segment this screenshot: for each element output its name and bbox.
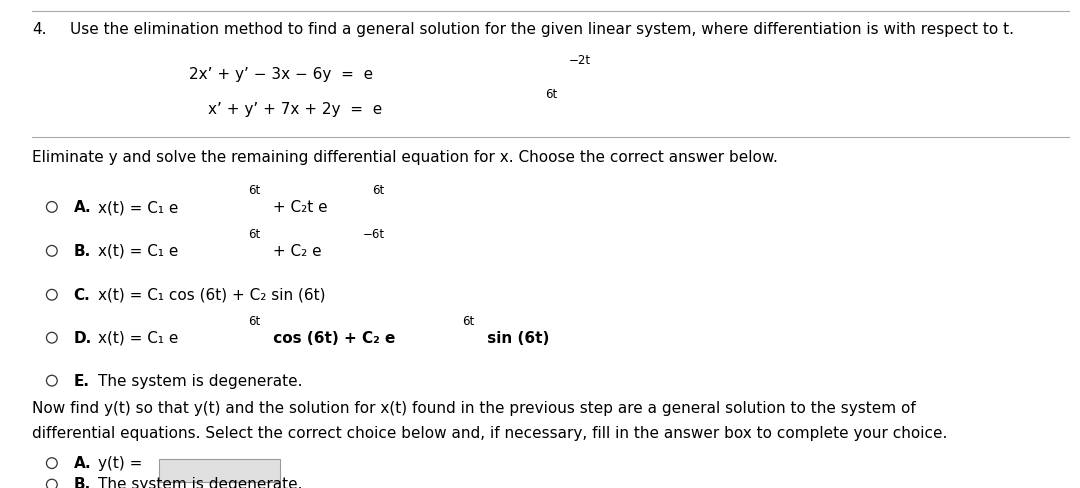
- Text: 6t: 6t: [248, 184, 260, 198]
- Text: x(t) = C₁ e: x(t) = C₁ e: [98, 331, 178, 346]
- Text: 6t: 6t: [462, 315, 474, 328]
- FancyBboxPatch shape: [159, 459, 280, 482]
- Text: 4.: 4.: [32, 22, 46, 37]
- Text: D.: D.: [73, 331, 92, 346]
- Text: B.: B.: [73, 477, 91, 488]
- Text: y(t) =: y(t) =: [98, 456, 143, 471]
- Text: A.: A.: [73, 456, 91, 471]
- Text: 6t: 6t: [373, 184, 384, 198]
- Text: Now find y(t) so that y(t) and the solution for x(t) found in the previous step : Now find y(t) so that y(t) and the solut…: [32, 401, 916, 416]
- Text: x(t) = C₁ e: x(t) = C₁ e: [98, 200, 178, 215]
- Text: −2t: −2t: [569, 54, 591, 67]
- Text: 2x’ + y’ − 3x − 6y  =  e: 2x’ + y’ − 3x − 6y = e: [189, 67, 373, 82]
- Text: Use the elimination method to find a general solution for the given linear syste: Use the elimination method to find a gen…: [70, 22, 1014, 37]
- Text: Eliminate y and solve the remaining differential equation for x. Choose the corr: Eliminate y and solve the remaining diff…: [32, 150, 779, 165]
- Text: + C₂t e: + C₂t e: [268, 200, 327, 215]
- Text: E.: E.: [73, 374, 90, 389]
- Text: cos (6t) + C₂ e: cos (6t) + C₂ e: [268, 331, 395, 346]
- Text: + C₂ e: + C₂ e: [268, 244, 322, 259]
- Text: x(t) = C₁ e: x(t) = C₁ e: [98, 244, 178, 259]
- Text: C.: C.: [73, 288, 91, 303]
- Text: x’ + y’ + 7x + 2y  =  e: x’ + y’ + 7x + 2y = e: [208, 102, 382, 117]
- Text: −6t: −6t: [363, 228, 384, 242]
- Text: 6t: 6t: [248, 315, 260, 328]
- Text: differential equations. Select the correct choice below and, if necessary, fill : differential equations. Select the corre…: [32, 426, 948, 441]
- Text: 6t: 6t: [248, 228, 260, 242]
- Text: B.: B.: [73, 244, 91, 259]
- Text: The system is degenerate.: The system is degenerate.: [98, 374, 302, 389]
- Text: 6t: 6t: [545, 88, 557, 101]
- Text: x(t) = C₁ cos (6t) + C₂ sin (6t): x(t) = C₁ cos (6t) + C₂ sin (6t): [98, 288, 326, 303]
- Text: sin (6t): sin (6t): [482, 331, 549, 346]
- Text: The system is degenerate.: The system is degenerate.: [98, 477, 302, 488]
- Text: A.: A.: [73, 200, 91, 215]
